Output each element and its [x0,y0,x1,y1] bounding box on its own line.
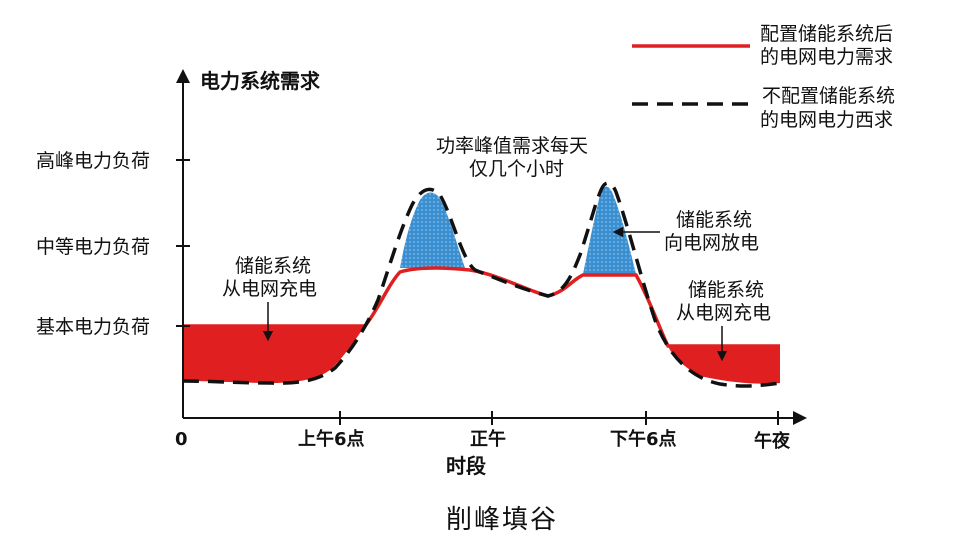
legend-with-storage-line1: 配置储能系统后 [760,23,893,45]
legend-without-storage-line2: 的电网电力西求 [760,109,893,131]
charge-area-right [668,346,780,384]
y-axis-title: 电力系统需求 [200,69,321,93]
x-label-noon: 正午 [470,428,506,450]
charge-right-note-line2: 从电网充电 [676,302,771,324]
legend-with-storage-line2: 的电网电力需求 [760,46,893,68]
discharge-note-line2: 向电网放电 [664,232,759,254]
y-label-mid: 中等电力负荷 [36,236,150,258]
discharge-note-line1: 储能系统 [676,209,752,231]
charge-right-note-line1: 储能系统 [688,279,764,301]
legend-without-storage-line1: 不配置储能系统 [762,85,895,107]
with-storage-demand-line [183,266,780,348]
x-label-midnight: 午夜 [754,430,791,452]
x-label-6am: 上午6点 [298,428,365,450]
y-label-peak: 高峰电力负荷 [36,150,150,172]
charge-area-left [183,326,365,384]
charge-left-note-line2: 从电网充电 [222,278,317,300]
discharge-area-left [400,192,465,268]
diagram-caption: 削峰填谷 [446,505,558,535]
peak-note-line1: 功率峰值需求每天 [436,135,588,157]
without-storage-demand-line [182,181,781,388]
y-label-base: 基本电力负荷 [36,316,150,338]
peak-note-line2: 仅几个小时 [469,158,564,180]
x-label-0: 0 [175,429,188,450]
x-label-6pm: 下午6点 [610,428,677,450]
discharge-area-right [583,186,636,274]
x-axis-title: 时段 [446,454,486,478]
charge-left-note-line1: 储能系统 [235,255,311,277]
